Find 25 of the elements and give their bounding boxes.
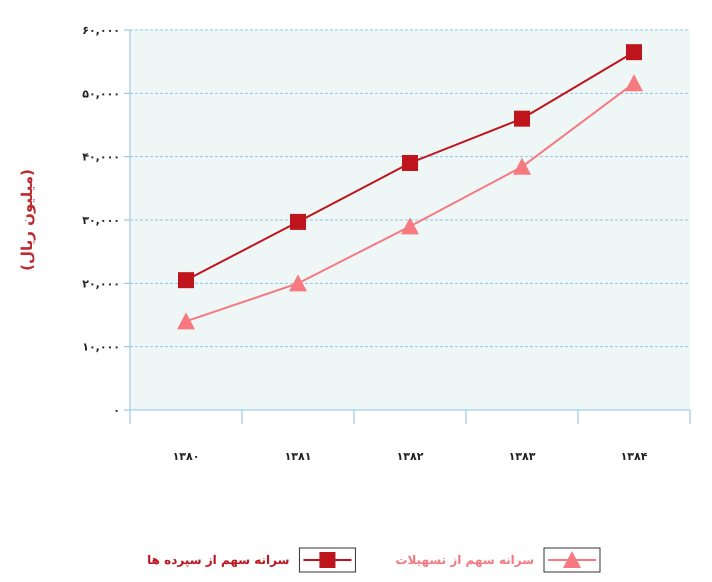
point [177, 312, 195, 330]
y-tick-label: ۵۰,۰۰۰ [82, 87, 120, 100]
point [290, 214, 306, 230]
x-tick-label: ۱۳۸۴ [620, 450, 648, 463]
y-axis-title: (میلیون ریال) [18, 169, 36, 271]
point [401, 217, 419, 234]
y-tick-label: ۲۰,۰۰۰ [82, 277, 120, 290]
point [513, 158, 531, 175]
y-tick-label: ۳۰,۰۰۰ [82, 214, 120, 227]
legend-label: سرانه سهم از تسهیلات [395, 553, 534, 567]
y-tick-label: ۰ [113, 404, 120, 417]
x-tick-label: ۱۳۸۲ [396, 450, 424, 463]
y-tick-label: ۶۰,۰۰۰ [82, 24, 120, 37]
x-tick-label: ۱۳۸۳ [508, 450, 536, 463]
point [514, 110, 530, 127]
y-tick-label: ۴۰,۰۰۰ [82, 150, 120, 164]
x-tick-label: ۱۳۸۱ [284, 450, 312, 463]
point [178, 272, 194, 288]
point [402, 155, 418, 171]
y-tick-label: ۱۰,۰۰۰ [82, 340, 120, 354]
point [625, 74, 643, 92]
x-tick-label: ۱۳۸۰ [172, 450, 200, 463]
point [626, 44, 642, 60]
point [289, 274, 307, 292]
legend-label: سرانه سهم از سپرده ها [147, 553, 290, 567]
